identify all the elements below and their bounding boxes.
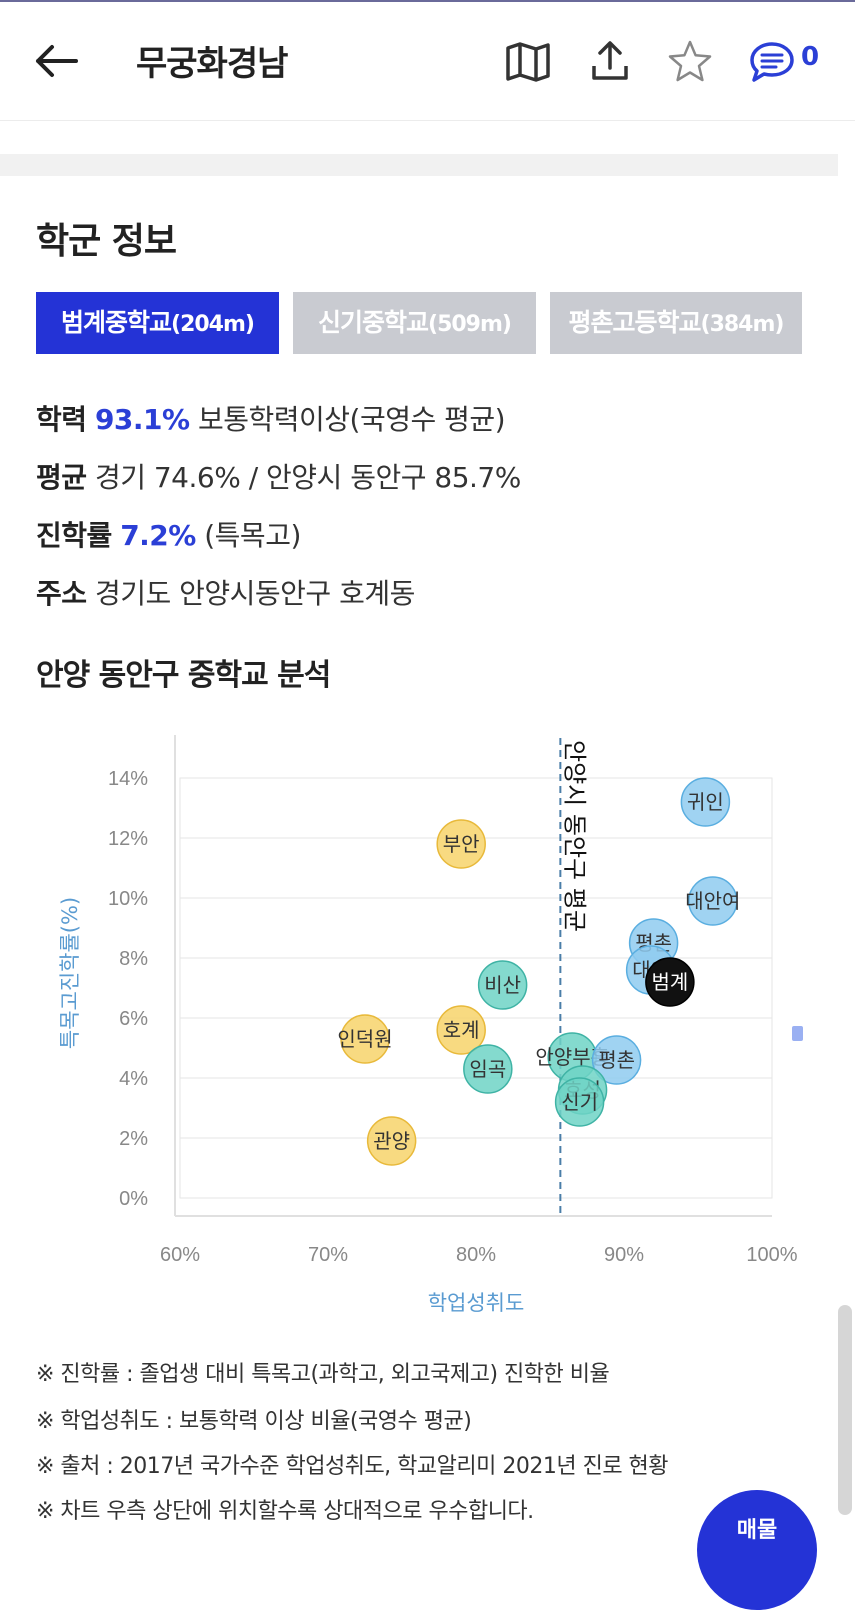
data-point-label: 비산 xyxy=(484,973,521,997)
x-axis-title: 학업성취도 xyxy=(428,1291,525,1315)
academic-value: 93.1% xyxy=(94,403,190,436)
share-button[interactable] xyxy=(586,38,634,86)
listings-fab-button[interactable]: 매물 xyxy=(697,1490,817,1610)
tab-label: 평촌고등학교 xyxy=(568,308,702,337)
x-tick-label: 80% xyxy=(456,1244,496,1266)
data-point-label: 임곡 xyxy=(469,1057,506,1081)
y-tick-label: 4% xyxy=(119,1068,148,1090)
info-label: 학력 xyxy=(36,403,87,436)
scrollbar-thumb[interactable] xyxy=(838,1305,852,1515)
map-icon xyxy=(506,42,550,82)
top-border xyxy=(0,0,855,2)
page-title: 무궁화경남 xyxy=(136,44,288,84)
data-point-label: 신기 xyxy=(561,1090,598,1114)
info-label: 주소 xyxy=(36,577,87,610)
fab-label: 매물 xyxy=(736,1518,778,1543)
comment-icon xyxy=(750,42,794,82)
data-point xyxy=(340,1014,390,1064)
average-value: 경기 74.6% / 안양시 동안구 85.7% xyxy=(94,461,521,494)
legend-chip xyxy=(792,1026,803,1041)
data-point-label: 관양 xyxy=(373,1129,410,1153)
tab-school-1[interactable]: 범계중학교(204m) xyxy=(36,292,279,354)
chart-title: 안양 동안구 중학교 분석 xyxy=(36,658,331,693)
data-point-label: 부안 xyxy=(443,832,480,856)
data-point-label: 호계 xyxy=(443,1018,480,1042)
tab-label: 범계중학교 xyxy=(61,308,172,337)
section-divider xyxy=(0,154,838,176)
y-tick-label: 8% xyxy=(119,948,148,970)
app-header: 무궁화경남 0 xyxy=(0,2,855,121)
data-point xyxy=(645,957,695,1007)
info-academic: 학력 93.1% 보통학력이상(국영수 평균) xyxy=(36,398,506,438)
note-3: ※ 출처 : 2017년 국가수준 학업성취도, 학교알리미 2021년 진로 … xyxy=(36,1454,669,1479)
tab-school-2[interactable]: 신기중학교(509m) xyxy=(293,292,536,354)
y-tick-label: 10% xyxy=(108,888,148,910)
data-point xyxy=(591,1035,642,1085)
data-point-label: 인덕원 xyxy=(337,1027,392,1051)
y-axis-title: 특목고진학률(%) xyxy=(58,897,82,1049)
data-point xyxy=(463,1044,513,1094)
star-icon xyxy=(668,40,712,82)
tab-school-3[interactable]: 평촌고등학교(384m) xyxy=(550,292,802,354)
tab-distance: (509m) xyxy=(428,312,512,337)
note-2: ※ 학업성취도 : 보통학력 이상 비율(국영수 평균) xyxy=(36,1409,472,1434)
y-tick-label: 14% xyxy=(108,768,148,790)
data-point xyxy=(436,819,486,869)
x-tick-label: 90% xyxy=(604,1244,644,1266)
tab-distance: (384m) xyxy=(700,312,785,337)
info-label: 평균 xyxy=(36,461,87,494)
data-point xyxy=(688,876,738,926)
x-tick-label: 100% xyxy=(746,1244,797,1266)
reference-line-label: 안양시 동안구 평균 xyxy=(560,740,588,932)
x-tick-label: 60% xyxy=(160,1244,200,1266)
info-label: 진학률 xyxy=(36,519,112,552)
back-button[interactable] xyxy=(32,38,84,84)
data-point-label: 범계 xyxy=(651,970,688,994)
y-tick-label: 12% xyxy=(108,828,148,850)
address-value: 경기도 안양시동안구 호계동 xyxy=(94,577,415,610)
academic-suffix: 보통학력이상(국영수 평균) xyxy=(197,403,506,436)
advancement-suffix: (특목고) xyxy=(204,519,301,552)
info-advancement: 진학률 7.2% (특목고) xyxy=(36,514,301,554)
favorite-button[interactable] xyxy=(666,38,714,86)
share-icon xyxy=(592,41,628,80)
tab-label: 신기중학교 xyxy=(318,308,429,337)
data-point-label: 귀인 xyxy=(687,790,724,814)
data-point xyxy=(680,777,731,827)
y-tick-label: 0% xyxy=(119,1188,148,1210)
section-title: 학군 정보 xyxy=(36,221,177,262)
data-point-label: 대안여 xyxy=(685,889,740,913)
comment-count: 0 xyxy=(801,42,820,72)
comment-button[interactable] xyxy=(748,38,796,86)
data-point xyxy=(554,1077,605,1127)
note-4: ※ 차트 우측 상단에 위치할수록 상대적으로 우수합니다. xyxy=(36,1499,534,1524)
note-1: ※ 진학률 : 졸업생 대비 특목고(과학고, 외고국제고) 진학한 비율 xyxy=(36,1362,610,1387)
map-button[interactable] xyxy=(504,38,552,86)
info-average: 평균 경기 74.6% / 안양시 동안구 85.7% xyxy=(36,456,521,496)
arrow-left-icon xyxy=(36,45,78,77)
tab-distance: (204m) xyxy=(171,312,255,337)
advancement-value: 7.2% xyxy=(120,519,196,552)
scatter-chart: 0% 2% 4% 6% 8% 10% 12% 14% 60% 70% 80% 90% 100% 학업성취도… xyxy=(58,735,803,1315)
data-point xyxy=(477,960,528,1010)
y-tick-label: 6% xyxy=(119,1008,148,1030)
info-address: 주소 경기도 안양시동안구 호계동 xyxy=(36,572,415,612)
x-tick-label: 70% xyxy=(308,1244,348,1266)
data-point xyxy=(366,1116,417,1166)
y-tick-label: 2% xyxy=(119,1128,148,1150)
data-point xyxy=(436,1005,486,1055)
data-point-label: 평촌 xyxy=(598,1048,635,1072)
